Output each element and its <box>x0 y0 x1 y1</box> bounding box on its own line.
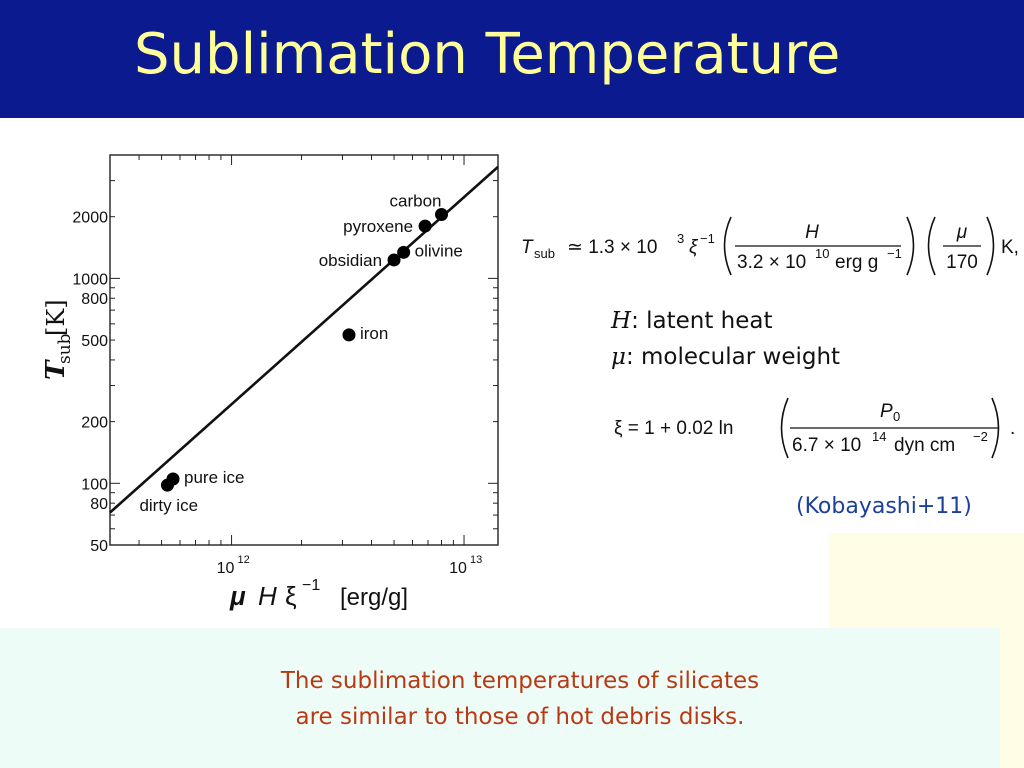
eq-tsub-approx: ≃ 1.3 × 10 <box>567 237 657 258</box>
eq-frac2-den: 170 <box>946 252 978 273</box>
data-point-label: iron <box>360 324 388 343</box>
x-label-xi-exp: −1 <box>302 577 320 594</box>
eq-xi-den-unit-exp: −2 <box>973 429 988 444</box>
tsub-equation: T sub ≃ 1.3 × 10 3 ξ −1 H 3.2 × 10 10 er… <box>521 216 1019 276</box>
eq-xi-lhs: ξ = 1 + 0.02 ln <box>614 418 733 439</box>
definition-text: : latent heat <box>631 308 773 334</box>
x-tick-label-exp: 12 <box>238 554 250 566</box>
eq-tsub-unit: K, <box>1001 237 1019 258</box>
x-label-mu: μ <box>229 581 246 611</box>
slide-title: Sublimation Temperature <box>134 22 841 87</box>
eq-xi-end: . <box>1010 418 1015 439</box>
reference-citation: (Kobayashi+11) <box>796 494 972 519</box>
eq-frac2-num: μ <box>956 222 968 243</box>
xi-equation: ξ = 1 + 0.02 ln P 0 6.7 × 10 14 dyn cm −… <box>614 397 1015 459</box>
data-point-labels: dirty ice pure ice iron obsidian olivinepyro… <box>139 191 462 515</box>
definition-h: H: latent heat <box>611 308 773 334</box>
y-tick-label: 100 <box>81 476 108 493</box>
plot-frame <box>109 154 499 546</box>
eq-tsub-xi-exp: −1 <box>700 231 715 246</box>
data-point <box>418 219 432 233</box>
eq-frac1-den-exp: 10 <box>815 246 829 261</box>
eq-xi-den-exp: 14 <box>872 429 886 444</box>
eq-tsub-lhs: T <box>521 237 534 258</box>
y-tick-label: 50 <box>90 538 108 555</box>
data-points <box>160 207 449 492</box>
eq-tsub-lhs-sub: sub <box>534 246 555 261</box>
conclusion-line-2: are similar to those of hot debris disks… <box>295 704 745 730</box>
data-point-label: olivine <box>415 241 463 260</box>
eq-xi-den-unit: dyn cm <box>894 435 955 456</box>
minor-ticks <box>109 154 498 546</box>
data-point <box>387 253 401 267</box>
data-point-label: pyroxene <box>343 217 413 236</box>
y-tick-label: 2000 <box>72 210 108 227</box>
y-axis-label: T sub [K] <box>41 299 75 380</box>
eq-frac1-num: H <box>805 222 819 243</box>
y-label-sub: sub <box>55 333 75 364</box>
data-point-label: carbon <box>390 191 442 210</box>
y-tick-label: 500 <box>81 333 108 350</box>
data-point-label: obsidian <box>319 251 382 270</box>
x-axis-label: μ H ξ −1 [erg/g] <box>229 577 408 611</box>
eq-frac1-den-unit-exp: −1 <box>887 246 902 261</box>
x-tick-label-exp: 13 <box>470 554 482 566</box>
eq-xi-den: 6.7 × 10 <box>792 435 861 456</box>
data-point-label: dirty ice <box>139 496 198 515</box>
x-tick-label: 10 <box>217 560 235 577</box>
y-tick-labels: 50 80 100 200 500 800 1000 2000 <box>72 210 108 555</box>
data-point <box>435 207 449 221</box>
definition-mu: μ: molecular weight <box>611 344 840 370</box>
x-tick-labels: 10 12 10 13 <box>217 554 483 577</box>
definition-symbol: H <box>611 308 632 334</box>
data-point-label: pure ice <box>184 468 244 487</box>
eq-frac1-den-unit: erg g <box>835 252 878 273</box>
title-bar: Sublimation Temperature <box>0 0 1024 118</box>
eq-xi-num: P <box>880 401 893 422</box>
y-tick-label: 80 <box>90 496 108 513</box>
x-label-xi: ξ <box>285 581 297 611</box>
data-point <box>342 328 356 342</box>
y-label-unit: [K] <box>42 299 70 336</box>
fit-line <box>109 165 499 514</box>
eq-tsub-xi: ξ <box>689 237 699 258</box>
y-tick-label: 800 <box>81 291 108 308</box>
conclusion-line-1: The sublimation temperatures of silicate… <box>280 668 760 694</box>
x-label-h: H <box>258 581 277 611</box>
data-point <box>166 472 180 486</box>
definition-text: : molecular weight <box>625 344 841 370</box>
x-tick-label: 10 <box>449 560 467 577</box>
eq-frac1-den: 3.2 × 10 <box>737 252 806 273</box>
eq-tsub-exp: 3 <box>677 231 684 246</box>
conclusion-band <box>0 628 1000 768</box>
y-tick-label: 1000 <box>72 271 108 288</box>
y-tick-label: 200 <box>81 415 108 432</box>
x-label-unit: [erg/g] <box>340 584 408 611</box>
y-label-t: T <box>41 359 71 380</box>
definition-symbol: μ <box>611 344 626 370</box>
conclusion-text: The sublimation temperatures of silicate… <box>200 663 840 735</box>
data-point <box>397 245 411 259</box>
eq-xi-num-sub: 0 <box>893 409 900 424</box>
